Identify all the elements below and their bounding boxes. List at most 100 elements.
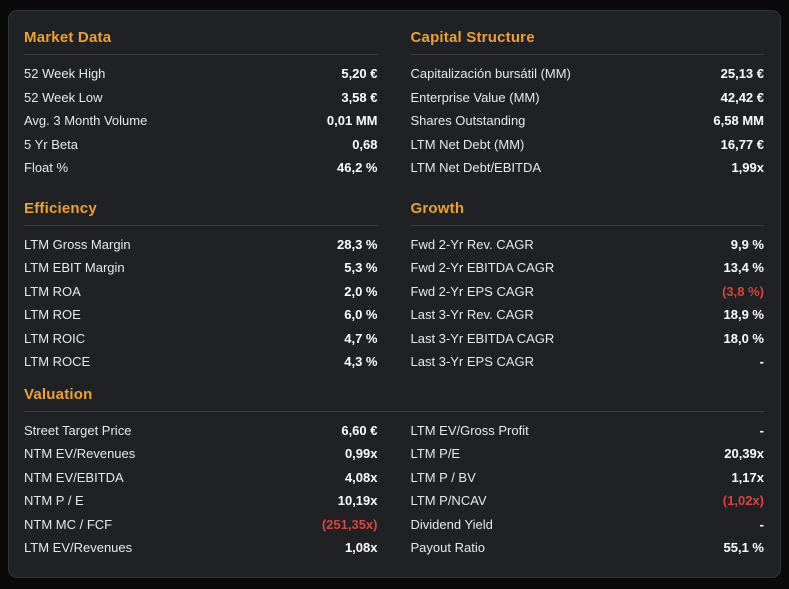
metric-value: 18,9 % [723, 307, 764, 323]
table-row: Enterprise Value (MM) 42,42 € [411, 86, 765, 110]
valuation-left-rows: Street Target Price 6,60 € NTM EV/Revenu… [24, 419, 378, 560]
table-row: 52 Week High 5,20 € [24, 62, 378, 86]
metric-value: 6,58 MM [713, 113, 764, 129]
metric-label: LTM Net Debt (MM) [410, 136, 525, 152]
metric-label: 52 Week Low [24, 89, 103, 105]
table-row: Last 3-Yr EBITDA CAGR 18,0 % [411, 327, 765, 351]
table-row: NTM MC / FCF (251,35x) [24, 513, 378, 537]
metric-value: 18,0 % [723, 330, 764, 346]
metric-value: 5,3 % [344, 260, 378, 276]
metric-label: LTM ROA [24, 283, 81, 299]
table-row: Payout Ratio 55,1 % [411, 536, 765, 560]
metric-value: 42,42 € [720, 89, 764, 105]
metric-label: Avg. 3 Month Volume [24, 113, 148, 129]
table-row: Street Target Price 6,60 € [24, 419, 378, 443]
metric-label: LTM ROE [24, 307, 81, 323]
metric-value: 16,77 € [720, 136, 764, 152]
market-data-rows: 52 Week High 5,20 € 52 Week Low 3,58 € A… [24, 62, 378, 180]
metric-value: 5,20 € [341, 66, 378, 82]
metric-value: 0,68 [352, 136, 378, 152]
metric-value: 25,13 € [720, 66, 764, 82]
metric-value: 4,7 % [344, 330, 378, 346]
valuation-right-rows: LTM EV/Gross Profit - LTM P/E 20,39x LTM… [411, 419, 765, 560]
metric-label: 52 Week High [24, 66, 106, 82]
metric-value: 13,4 % [723, 260, 764, 276]
metric-value: (3,8 %) [722, 283, 764, 299]
metric-label: LTM EV/Revenues [24, 540, 133, 556]
table-row: LTM EV/Revenues 1,08x [24, 536, 378, 560]
table-row: Last 3-Yr EPS CAGR - [411, 350, 765, 374]
metric-label: Last 3-Yr EPS CAGR [410, 354, 535, 370]
metric-label: Dividend Yield [410, 516, 493, 532]
table-row: Dividend Yield - [411, 513, 765, 537]
table-row: NTM EV/Revenues 0,99x [24, 442, 378, 466]
metric-label: LTM ROIC [24, 330, 86, 346]
table-row: LTM P / BV 1,17x [411, 466, 765, 490]
table-row: LTM ROIC 4,7 % [24, 327, 378, 351]
metric-value: 4,3 % [344, 354, 378, 370]
section-title-growth: Growth [410, 200, 764, 226]
capital-structure-rows: Capitalización bursátil (MM) 25,13 € Ent… [411, 62, 765, 180]
metric-label: LTM P/E [410, 446, 461, 462]
table-row: Avg. 3 Month Volume 0,01 MM [24, 109, 378, 133]
table-row: 52 Week Low 3,58 € [24, 86, 378, 110]
table-row: LTM Gross Margin 28,3 % [24, 233, 378, 257]
section-title-market-data: Market Data [24, 29, 378, 55]
table-row: 5 Yr Beta 0,68 [24, 133, 378, 157]
efficiency-rows: LTM Gross Margin 28,3 % LTM EBIT Margin … [24, 233, 378, 374]
metric-value: 6,60 € [341, 422, 378, 438]
section-capital-structure: Capital Structure Capitalización bursáti… [410, 29, 765, 180]
metric-value: (251,35x) [321, 516, 378, 532]
metric-label: Enterprise Value (MM) [410, 89, 540, 105]
table-row: Capitalización bursátil (MM) 25,13 € [411, 62, 765, 86]
metric-value: 9,9 % [730, 236, 764, 252]
table-row: Fwd 2-Yr Rev. CAGR 9,9 % [411, 233, 765, 257]
metric-value: 1,99x [731, 160, 764, 176]
metric-label: Capitalización bursátil (MM) [410, 66, 571, 82]
metric-label: Last 3-Yr Rev. CAGR [410, 307, 534, 323]
metric-label: Fwd 2-Yr EBITDA CAGR [410, 260, 555, 276]
financial-summary-card: Market Data 52 Week High 5,20 € 52 Week … [8, 10, 781, 578]
metric-value: 3,58 € [341, 89, 378, 105]
metric-label: LTM EBIT Margin [24, 260, 125, 276]
metric-label: NTM EV/Revenues [24, 446, 136, 462]
metric-value: - [759, 516, 764, 532]
section-title-capital-structure: Capital Structure [410, 29, 764, 55]
table-row: NTM EV/EBITDA 4,08x [24, 466, 378, 490]
metric-label: 5 Yr Beta [24, 136, 78, 152]
section-title-efficiency: Efficiency [24, 200, 378, 226]
table-row: LTM ROA 2,0 % [24, 280, 378, 304]
metric-label: NTM P / E [24, 493, 84, 509]
metric-value: 4,08x [344, 469, 378, 485]
table-row: LTM ROCE 4,3 % [24, 350, 378, 374]
table-row: Last 3-Yr Rev. CAGR 18,9 % [411, 303, 765, 327]
section-growth: Growth Fwd 2-Yr Rev. CAGR 9,9 % Fwd 2-Yr… [410, 200, 765, 374]
metric-value: - [759, 422, 764, 438]
metric-label: LTM Net Debt/EBITDA [410, 160, 542, 176]
metric-value: 0,99x [344, 446, 378, 462]
table-row: Fwd 2-Yr EBITDA CAGR 13,4 % [411, 256, 765, 280]
metric-label: LTM P/NCAV [410, 493, 487, 509]
metric-value: 1,17x [731, 469, 764, 485]
metric-value: 0,01 MM [326, 113, 378, 129]
metric-label: Last 3-Yr EBITDA CAGR [410, 330, 555, 346]
metric-value: 6,0 % [344, 307, 378, 323]
table-row: LTM P/E 20,39x [411, 442, 765, 466]
table-row: LTM Net Debt/EBITDA 1,99x [411, 156, 765, 180]
section-title-valuation: Valuation [24, 386, 764, 412]
table-row: LTM ROE 6,0 % [24, 303, 378, 327]
metric-label: LTM P / BV [410, 469, 476, 485]
metric-label: NTM EV/EBITDA [24, 469, 124, 485]
metric-value: 2,0 % [344, 283, 378, 299]
table-row: Shares Outstanding 6,58 MM [411, 109, 765, 133]
metric-label: Shares Outstanding [410, 113, 526, 129]
table-row: LTM EV/Gross Profit - [411, 419, 765, 443]
metric-label: Payout Ratio [410, 540, 485, 556]
section-efficiency: Efficiency LTM Gross Margin 28,3 % LTM E… [24, 200, 378, 374]
metric-label: Fwd 2-Yr Rev. CAGR [410, 236, 534, 252]
metric-label: LTM EV/Gross Profit [410, 422, 529, 438]
metric-label: Fwd 2-Yr EPS CAGR [410, 283, 535, 299]
table-row: LTM EBIT Margin 5,3 % [24, 256, 378, 280]
metric-value: 20,39x [724, 446, 764, 462]
metric-label: Float % [24, 160, 69, 176]
